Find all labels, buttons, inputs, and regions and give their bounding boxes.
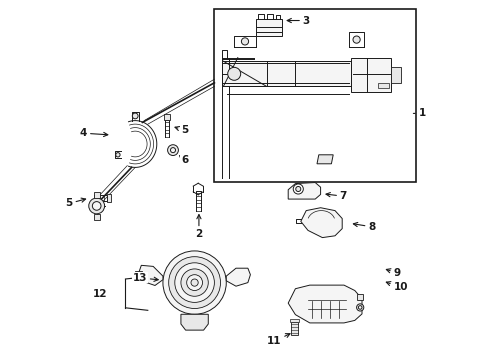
Circle shape [358, 306, 362, 309]
Bar [256, 19, 282, 36]
Text: 1: 1 [414, 108, 426, 118]
Text: 13: 13 [133, 273, 158, 283]
Polygon shape [181, 314, 208, 330]
Text: 5: 5 [66, 198, 86, 208]
Circle shape [163, 251, 226, 314]
Bar [164, 114, 170, 120]
Circle shape [175, 263, 215, 302]
Circle shape [168, 145, 178, 156]
Text: 8: 8 [353, 222, 375, 232]
Bar [291, 322, 298, 335]
Text: 5: 5 [175, 125, 188, 135]
Circle shape [181, 269, 208, 296]
Circle shape [357, 304, 364, 311]
Bar [378, 83, 389, 88]
Bar [351, 58, 391, 92]
Bar [135, 271, 142, 279]
Circle shape [169, 257, 220, 309]
Circle shape [191, 279, 198, 286]
Text: 12: 12 [93, 289, 107, 299]
Bar [357, 294, 363, 300]
Circle shape [228, 67, 241, 80]
Circle shape [242, 38, 248, 45]
Circle shape [116, 153, 120, 157]
Bar [215, 9, 416, 182]
Polygon shape [301, 208, 342, 238]
Circle shape [132, 113, 138, 119]
Polygon shape [317, 155, 333, 164]
Text: 9: 9 [386, 268, 400, 278]
Circle shape [171, 148, 175, 153]
Text: 11: 11 [267, 334, 290, 346]
Circle shape [293, 184, 303, 194]
Bar [107, 194, 111, 202]
Bar [94, 214, 99, 220]
Polygon shape [288, 183, 320, 199]
Bar [290, 319, 299, 322]
Circle shape [187, 275, 202, 291]
Bar [221, 61, 351, 86]
Text: 7: 7 [326, 191, 347, 201]
Text: 4: 4 [80, 128, 108, 138]
Polygon shape [139, 265, 163, 285]
Text: 10: 10 [386, 282, 408, 292]
Circle shape [296, 186, 301, 192]
Text: 3: 3 [287, 15, 310, 26]
Circle shape [92, 202, 101, 210]
Text: 6: 6 [180, 155, 188, 165]
Text: 2: 2 [196, 215, 202, 239]
Polygon shape [288, 285, 362, 323]
Bar [391, 67, 401, 83]
Bar [94, 192, 99, 198]
Circle shape [353, 36, 360, 43]
Polygon shape [226, 268, 250, 286]
Circle shape [89, 198, 104, 214]
